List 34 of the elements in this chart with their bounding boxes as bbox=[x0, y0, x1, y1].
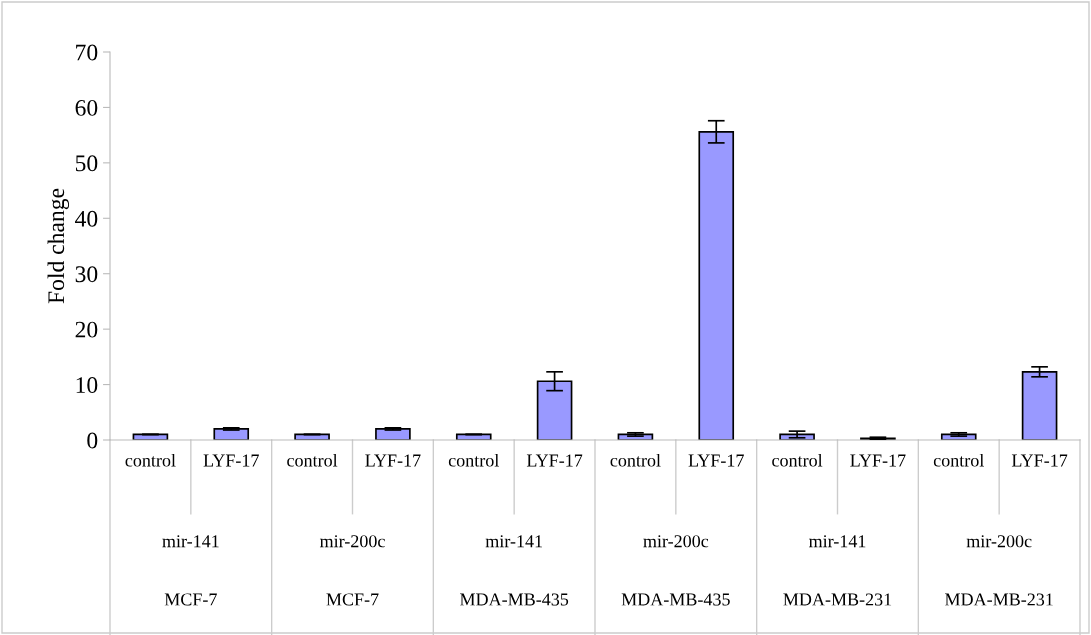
y-tick-label: 60 bbox=[75, 99, 98, 116]
text: mir-200c bbox=[319, 535, 385, 548]
y-tick-label: 40 bbox=[75, 210, 98, 227]
y-tick-label: 50 bbox=[75, 155, 98, 172]
x-tick-label: control bbox=[610, 453, 661, 467]
text: mir-141 bbox=[162, 535, 219, 548]
x-tick-label: LYF-17 bbox=[850, 454, 906, 467]
x-tick-label: LYF-17 bbox=[365, 454, 421, 467]
y-tick-label: 20 bbox=[75, 321, 98, 338]
y-tick-label: 30 bbox=[75, 266, 98, 283]
x-tick-label: control bbox=[125, 453, 176, 467]
bar bbox=[1021, 370, 1058, 440]
x-tick-label: LYF-17 bbox=[1011, 454, 1068, 467]
x-tick-label: control bbox=[287, 453, 338, 467]
x-tick-label: LYF-17 bbox=[203, 454, 259, 467]
x-tick-label: LYF-17 bbox=[526, 454, 583, 467]
x-tick-label: control bbox=[933, 453, 984, 467]
y-tick-label: 0 bbox=[87, 432, 98, 449]
text: MCF-7 bbox=[326, 593, 379, 606]
text: MDA-MB-231 bbox=[945, 593, 1053, 606]
text: mir-141 bbox=[485, 535, 542, 548]
text: MCF-7 bbox=[164, 593, 217, 606]
text: mir-141 bbox=[808, 535, 866, 548]
x-tick-label: control bbox=[772, 453, 823, 467]
text: MDA-MB-435 bbox=[621, 593, 730, 606]
text: MDA-MB-231 bbox=[783, 593, 892, 606]
x-tick-label: control bbox=[448, 453, 499, 467]
y-axis-title: Fold change bbox=[47, 188, 70, 304]
y-tick-label: 10 bbox=[76, 377, 98, 393]
text: MDA-MB-435 bbox=[460, 593, 569, 606]
text: mir-200c bbox=[966, 535, 1032, 548]
y-tick-label: 70 bbox=[76, 44, 98, 61]
text: mir-200c bbox=[643, 535, 709, 548]
x-tick-label: LYF-17 bbox=[688, 454, 744, 467]
